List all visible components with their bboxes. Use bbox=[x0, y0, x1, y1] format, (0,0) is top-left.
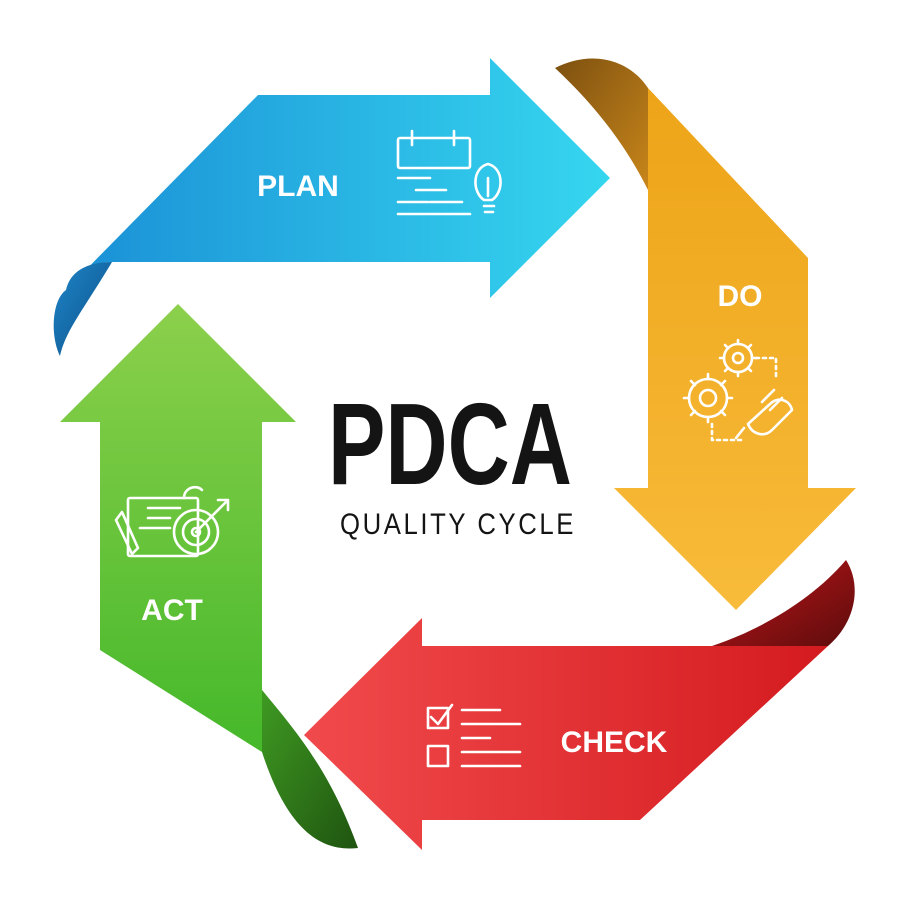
check-arrow-curl bbox=[712, 560, 855, 646]
act-label: ACT bbox=[141, 594, 203, 627]
plan-label: PLAN bbox=[257, 170, 339, 203]
page-title: PDCA bbox=[328, 379, 572, 509]
act-step bbox=[60, 304, 358, 849]
checklist-icon bbox=[426, 703, 522, 768]
do-step bbox=[555, 58, 856, 610]
do-arrow-body bbox=[614, 88, 856, 610]
plan-step bbox=[53, 58, 610, 356]
act-arrow-curl bbox=[262, 690, 358, 849]
do-label: DO bbox=[718, 280, 763, 313]
do-arrow-curl bbox=[555, 58, 648, 191]
act-arrow-body bbox=[60, 304, 296, 752]
check-arrow-body bbox=[304, 618, 828, 850]
target-document-icon bbox=[114, 485, 230, 558]
check-label: CHECK bbox=[561, 726, 668, 759]
plan-arrow-body bbox=[66, 58, 610, 306]
page-subtitle: QUALITY CYCLE bbox=[340, 508, 576, 541]
calendar-lightbulb-icon bbox=[396, 129, 502, 216]
check-step bbox=[304, 560, 855, 850]
plan-arrow-curl bbox=[53, 262, 112, 356]
gears-wrench-icon bbox=[682, 338, 794, 442]
